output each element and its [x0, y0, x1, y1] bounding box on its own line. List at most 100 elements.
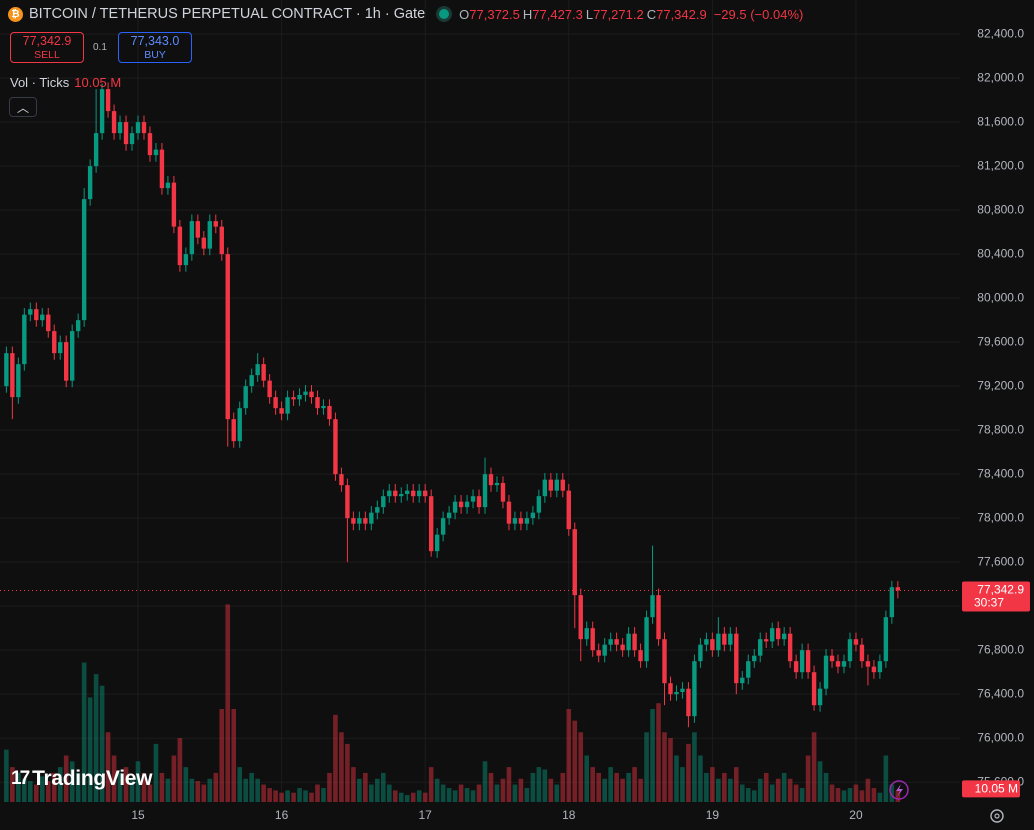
ohlc-value: 77,427.3: [532, 6, 583, 22]
market-status[interactable]: [439, 9, 450, 19]
volume-bar: [668, 738, 673, 802]
volume-bar: [105, 732, 111, 802]
y-tick-label: 80,800.0: [977, 202, 1024, 216]
volume-bar: [530, 772, 536, 802]
candle-body: [764, 639, 769, 642]
volume-bar: [183, 767, 189, 802]
volume-bar: [476, 784, 482, 802]
candle-body: [363, 518, 368, 524]
volume-bar: [422, 792, 428, 802]
candle-body: [177, 226, 183, 266]
volume-bar: [273, 790, 278, 802]
ohlc-item: O77,372.5: [459, 7, 520, 22]
volume-bar: [351, 767, 356, 802]
volume-bar: [763, 772, 769, 802]
price-axis-bg: [960, 0, 1034, 830]
countdown-label: 30:37: [974, 596, 1004, 610]
volume-bar: [51, 772, 57, 802]
candle-body: [877, 661, 883, 673]
candle-body: [16, 364, 21, 398]
x-tick-label: 20: [849, 808, 863, 822]
sell-button[interactable]: 77,342.9 SELL: [10, 32, 84, 63]
candle-body: [578, 595, 583, 640]
candle-body: [315, 397, 320, 409]
candle-body: [93, 133, 99, 167]
candle-body: [159, 149, 165, 189]
candle-body: [710, 639, 715, 651]
volume-bar: [81, 662, 87, 802]
x-tick-label: 19: [706, 808, 720, 822]
volume-bar: [111, 755, 117, 802]
volume-bar: [578, 732, 584, 802]
candle-body: [4, 353, 9, 387]
sell-price: 77,342.9: [22, 34, 72, 48]
volume-bar: [189, 778, 195, 802]
volume-bar: [644, 732, 649, 802]
candle-body: [841, 661, 847, 667]
candle-body: [399, 493, 404, 497]
collapse-button[interactable]: ︿: [9, 97, 37, 117]
candle-body: [339, 474, 344, 486]
volume-bar: [225, 604, 231, 802]
volume-bar: [662, 732, 667, 802]
replay-icon[interactable]: [889, 780, 909, 800]
volume-legend: Vol · Ticks 10.05 M: [10, 75, 121, 90]
volume-bar: [207, 778, 213, 802]
ohlc-key: C: [646, 6, 657, 22]
volume-bar: [524, 788, 530, 802]
candle-body: [422, 490, 428, 497]
watermark-logo: 17: [11, 768, 30, 789]
candle-body: [111, 111, 117, 134]
candle-body: [64, 342, 69, 381]
candles: [4, 82, 901, 728]
volume-bar: [805, 755, 811, 802]
volume-bar: [165, 778, 171, 802]
change-label: −29.5 (−0.04%): [713, 6, 804, 22]
candle-body: [476, 496, 482, 508]
candle-body: [333, 419, 338, 475]
volume-bar: [500, 778, 506, 802]
volume-bar: [99, 685, 105, 802]
volume-bar: [303, 790, 308, 802]
x-tick-label: 15: [131, 808, 145, 822]
volume-bar: [817, 761, 823, 802]
candle-body: [722, 633, 727, 645]
replay-bolt: [896, 784, 903, 797]
candle-body: [417, 490, 422, 497]
candle-body: [883, 617, 889, 662]
volume-bar: [548, 778, 554, 802]
buy-button[interactable]: 77,343.0 BUY: [118, 32, 192, 63]
candle-body: [602, 644, 607, 656]
volume-bar: [823, 772, 829, 802]
volume-bar: [363, 772, 368, 802]
volume-bar: [261, 784, 266, 802]
volume-bar: [674, 755, 679, 802]
candle-body: [566, 490, 571, 530]
volume-bar: [255, 778, 260, 802]
last-price-label: 77,342.9: [977, 583, 1024, 597]
volume-bar: [434, 778, 440, 802]
volume-bar: [237, 767, 243, 802]
volume-bar: [494, 784, 500, 802]
y-tick-label: 80,400.0: [977, 246, 1024, 260]
y-tick-label: 77,600.0: [977, 554, 1024, 568]
candle-body: [799, 650, 805, 673]
volume-bar: [506, 767, 512, 802]
sell-label: SELL: [34, 49, 60, 61]
volume-bar: [518, 778, 524, 802]
candle-body: [40, 314, 45, 321]
volume-bars: [4, 604, 901, 802]
chart-title[interactable]: BITCOIN / TETHERUS PERPETUAL CONTRACT · …: [29, 6, 426, 22]
settings-icon[interactable]: [990, 809, 1004, 823]
volume-bar: [739, 784, 745, 802]
candle-body: [512, 518, 518, 524]
candle-body: [458, 501, 464, 508]
ohlc-value: 77,372.5: [469, 6, 520, 22]
volume-bar: [895, 790, 901, 802]
candle-body: [644, 617, 649, 662]
candle-body: [219, 226, 224, 255]
ohlc-value: 77,271.2: [593, 6, 644, 22]
volume-bar: [632, 767, 637, 802]
volume-bar: [28, 781, 33, 802]
volume-bar: [213, 772, 219, 802]
